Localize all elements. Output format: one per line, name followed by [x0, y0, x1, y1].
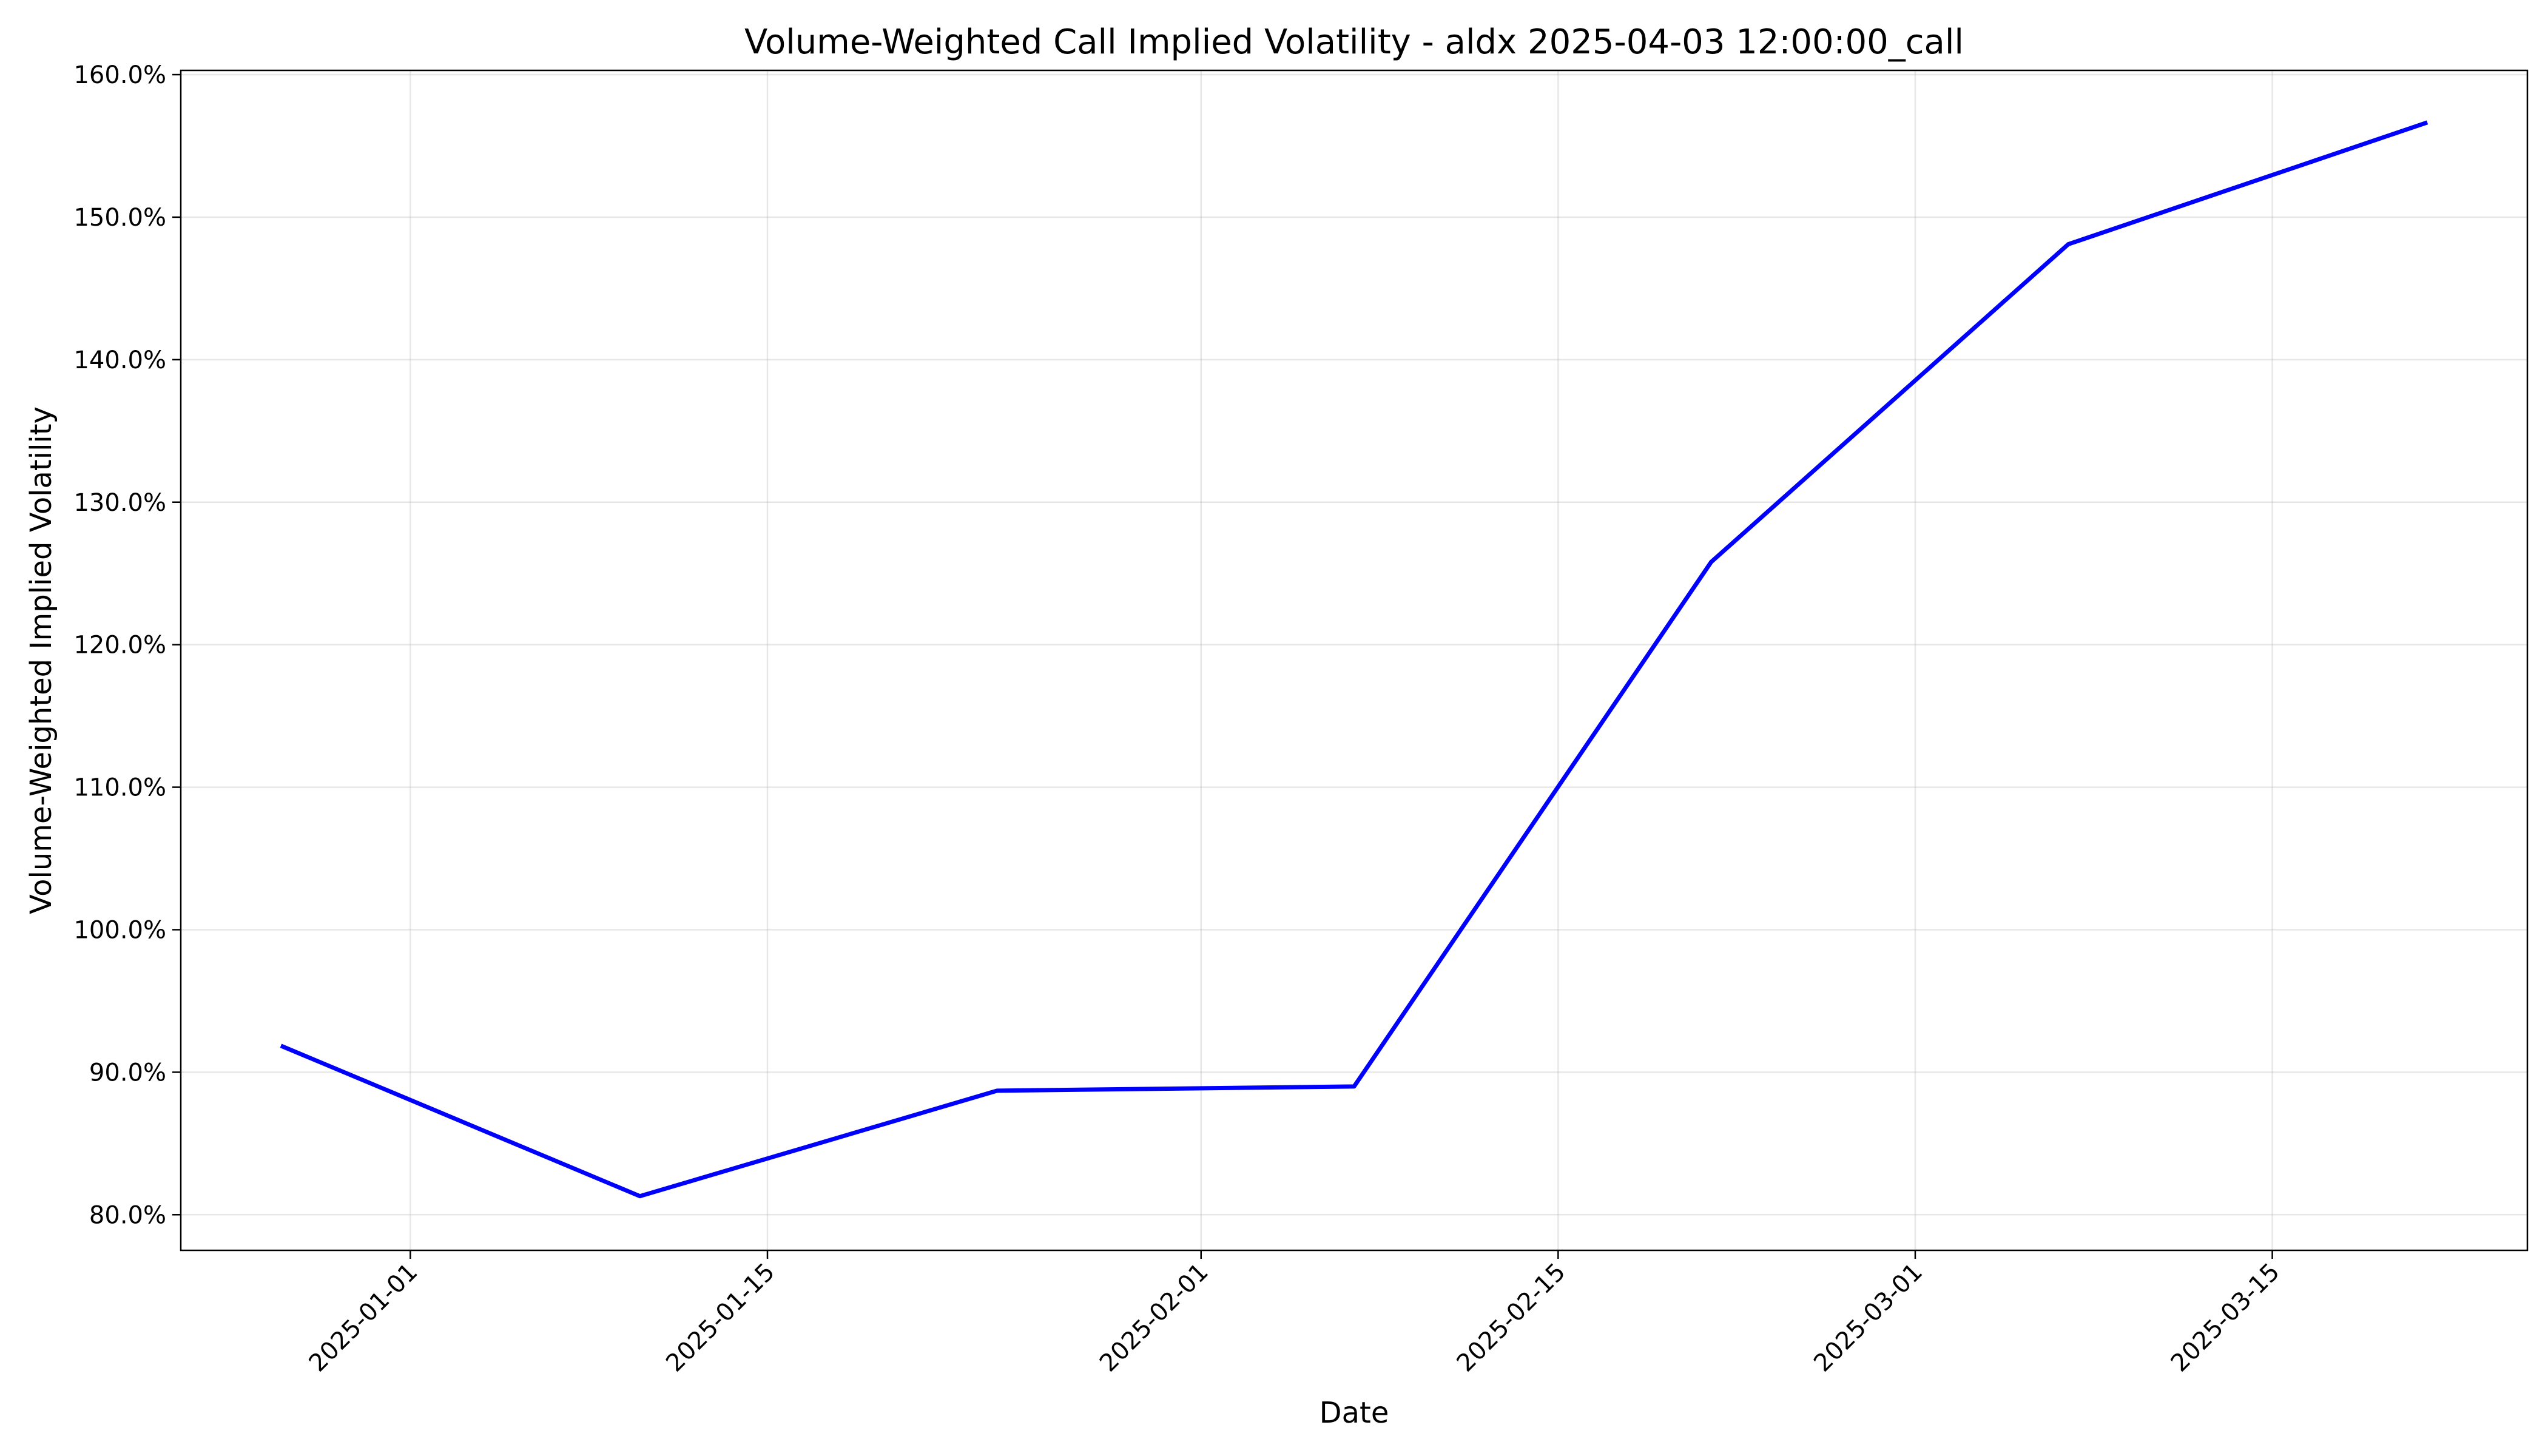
y-tick-label: 140.0% [73, 346, 166, 374]
x-axis-label: Date [1320, 1396, 1389, 1430]
y-tick-label: 120.0% [73, 632, 166, 659]
plot-frame [180, 69, 2529, 1252]
y-tick-label: 150.0% [73, 204, 166, 232]
grid-layer [181, 70, 2527, 1250]
y-axis-label: Volume-Weighted Implied Volatility [24, 406, 58, 914]
y-tick-label: 90.0% [89, 1059, 166, 1087]
chart-title: Volume-Weighted Call Implied Volatility … [744, 22, 1964, 62]
y-tick-label: 110.0% [73, 774, 166, 802]
y-tick-label: 160.0% [73, 61, 166, 89]
series-layer [280, 120, 2428, 1199]
y-tick-label: 130.0% [73, 489, 166, 517]
y-tick-label: 80.0% [89, 1201, 166, 1229]
y-tick-label: 100.0% [73, 916, 166, 944]
